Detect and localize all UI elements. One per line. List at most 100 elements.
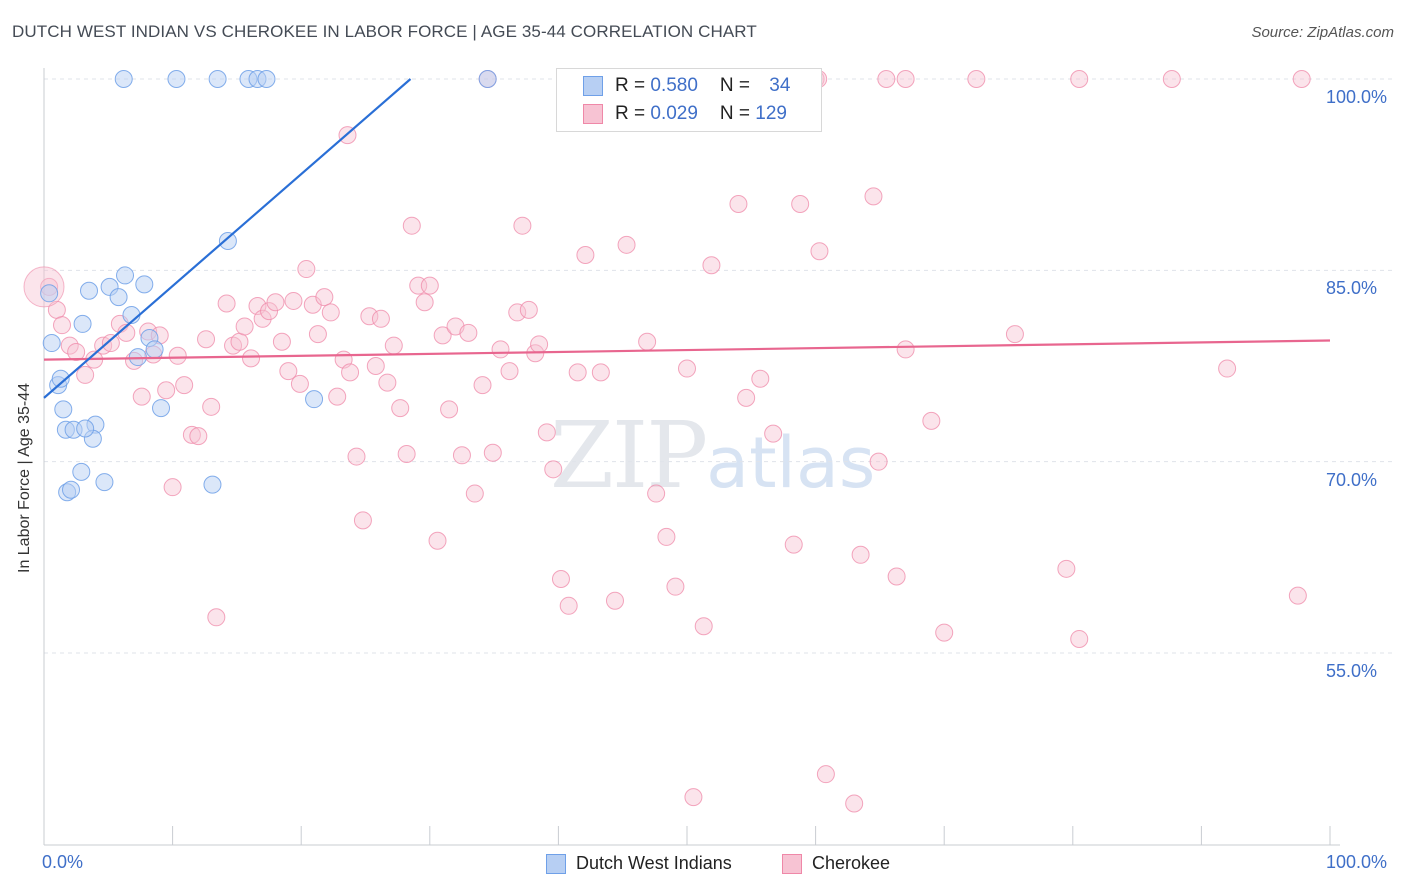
cherokee-point [666,577,685,596]
cherokee-point [576,246,595,265]
cherokee-point [896,340,915,359]
cherokee-point [440,400,459,419]
cherokee-point [260,302,279,321]
cherokee-point [851,545,870,564]
cherokee-point [290,374,309,393]
chart-title: DUTCH WEST INDIAN VS CHEROKEE IN LABOR F… [12,22,757,41]
legend-row-cherokee: R = 0.029 N = 129 [557,101,821,127]
dutch-legend-swatch [546,854,566,874]
axes [43,68,1340,846]
cherokee-point [647,484,666,503]
cherokee-point [638,332,657,351]
dutch-west-indians-point [42,334,61,353]
cherokee-point [353,511,372,530]
dutch-west-indians-point [62,480,81,499]
cherokee-point [810,242,829,261]
cherokee-point [605,591,624,610]
cherokee-point [366,357,385,375]
cherokee-point [202,397,221,416]
cherokee-point [341,363,360,382]
dutch-west-indians-point [54,400,73,419]
y-tick-label: 85.0% [1326,278,1378,299]
n-value: 34 [769,75,791,96]
dutch-west-indians-point [257,70,276,88]
cherokee-point [328,387,347,406]
cherokee-point [308,325,327,344]
cherokee-point [702,256,721,275]
dutch-west-indians-point [116,266,135,285]
cherokee-point [189,427,208,446]
cherokee-point [452,446,471,465]
dutch-west-indians-point [114,70,133,88]
cherokee-point [297,260,316,279]
dutch-stats: R = 0.580 N = 34 [615,75,790,97]
cherokee-point [76,365,95,384]
cherokee-point [877,70,896,88]
cherokee-point [513,216,532,235]
cherokee-point [175,376,194,395]
cherokee-point [791,195,810,214]
dutch-west-indians-trend-line [43,78,412,399]
dutch-west-indians-points [40,70,497,502]
cherokee-point [67,342,86,361]
cherokee-point [519,300,538,319]
cherokee-point [922,411,941,430]
cherokee-point [568,363,587,382]
cherokee-point [217,294,236,313]
cherokee-point [182,425,201,444]
cherokee-point [1162,70,1181,88]
cherokee-point [491,340,510,359]
dutch-swatch [583,76,603,96]
series-legend: Dutch West Indians Cherokee [0,852,1406,878]
cherokee-point [1218,359,1237,378]
dutch-west-indians-point [135,275,154,294]
dutch-west-indians-point [478,70,497,88]
n-label: N = [719,75,756,96]
cherokee-point [371,309,390,328]
cherokee-point [428,531,447,550]
cherokee-point [230,332,249,351]
cherokee-point [420,276,439,295]
cherokee-point [402,216,421,235]
trend-lines [43,78,1331,399]
dutch-west-indians-point [76,419,95,438]
dutch-west-indians-point [73,314,92,333]
dutch-west-indians-point [208,70,227,88]
cherokee-point [896,70,915,88]
n-value: 129 [755,103,787,124]
cherokee-point [544,460,563,479]
y-tick-label: 70.0% [1326,469,1378,490]
y-axis-label: In Labor Force | Age 35-44 [16,382,33,573]
cherokee-point [500,362,519,381]
cherokee-point [657,527,676,546]
cherokee-point [60,336,79,355]
cherokee-point [559,596,578,615]
cherokee-point [157,381,176,400]
cherokee-point [1005,325,1024,344]
dutch-west-indians-point [95,473,114,492]
watermark-atlas: atlas [706,422,876,504]
cherokee-point [816,765,835,784]
cherokee-point [315,288,334,307]
dutch-west-indians-point [203,475,222,494]
legend-label: Cherokee [812,853,891,873]
cherokee-point [101,334,120,353]
dutch-west-indians-point [305,390,324,409]
dutch-west-indians-point [80,281,99,300]
r-label: R = [615,103,651,124]
cherokee-point [935,623,954,642]
dutch-west-indians-point [145,340,164,359]
cherokee-point [465,484,484,503]
cherokee-point [163,478,182,497]
cherokee-point [473,376,492,395]
legend-label: Dutch West Indians [576,853,732,873]
x-tick-label-min: 0.0% [42,852,84,872]
zipatlas-watermark: ZIPatlas [550,402,875,509]
r-value: 0.029 [650,103,698,124]
cherokee-point [459,323,478,342]
n-label: N = [719,103,756,124]
cherokee-point [591,363,610,382]
cherokee-point [347,447,366,466]
dutch-west-indians-point [167,70,186,88]
